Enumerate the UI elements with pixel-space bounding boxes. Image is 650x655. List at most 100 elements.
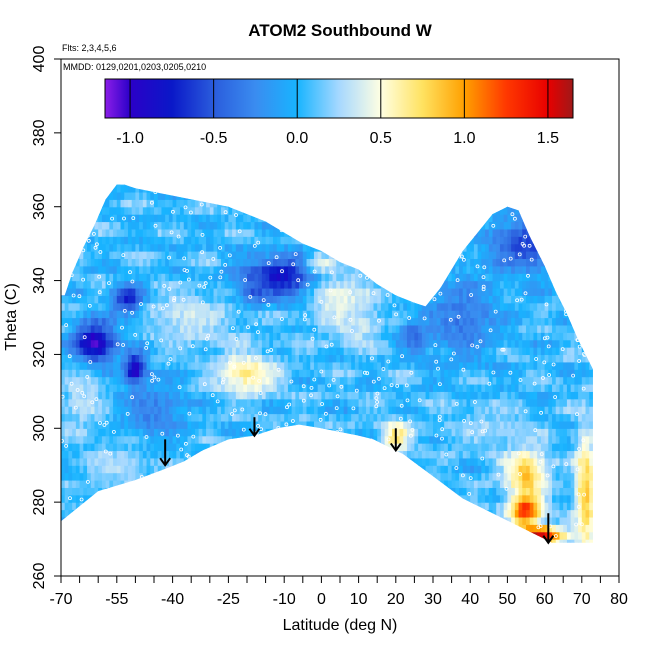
heatmap-cell [336,413,341,422]
heatmap-cell [142,354,148,363]
heatmap-cell [79,524,84,533]
heatmap-cell [194,391,200,400]
heatmap-cell [232,347,237,356]
heatmap-cell [395,531,401,540]
heatmap-cell [235,310,241,319]
heatmap-cell [139,280,144,289]
heatmap-cell [217,406,222,415]
heatmap-cell [247,546,251,554]
heatmap-cell [168,347,174,356]
heatmap-cell [299,265,304,274]
heatmap-cell [228,516,233,525]
heatmap-cell [224,221,229,230]
heatmap-cell [369,443,375,452]
heatmap-cell [362,420,367,429]
heatmap-cell [291,287,296,296]
heatmap-cell [273,413,278,422]
heatmap-cell [250,383,256,392]
heatmap-cell [228,443,233,452]
heatmap-cell [280,199,285,208]
heatmap-cell [340,199,345,208]
heatmap-cell [61,487,66,496]
heatmap-cell [414,184,419,193]
heatmap-cell [191,324,196,333]
heatmap-cell [310,287,315,296]
heatmap-cell [276,273,282,282]
heatmap-cell [213,184,218,193]
heatmap-cell [366,376,371,385]
heatmap-cell [139,479,144,488]
heatmap-cell [172,184,177,193]
heatmap-cell [299,546,303,554]
heatmap-cell [116,324,122,333]
heatmap-cell [247,406,252,415]
heatmap-cell [406,539,412,543]
heatmap-cell [142,347,148,356]
heatmap-cell [265,324,270,333]
heatmap-cell [287,236,293,245]
heatmap-cell [239,406,244,415]
heatmap-cell [224,214,229,223]
heatmap-cell [94,221,99,230]
heatmap-cell [161,516,166,525]
heatmap-cell [295,354,300,363]
heatmap-cell [113,214,118,223]
heatmap-cell [180,428,185,437]
heatmap-cell [131,383,136,392]
heatmap-cell [116,494,122,503]
heatmap-cell [392,206,397,215]
heatmap-cell [90,413,96,422]
heatmap-cell [406,383,412,392]
heatmap-cell [358,524,363,533]
heatmap-cell [247,184,252,193]
heatmap-cell [98,524,103,533]
heatmap-cell [61,184,66,186]
heatmap-cell [384,509,389,518]
heatmap-cell [399,531,404,540]
heatmap-cell [258,406,263,415]
heatmap-cell [295,184,300,186]
heatmap-cell [258,236,263,245]
heatmap-cell [94,184,99,186]
heatmap-cell [373,443,378,452]
heatmap-cell [369,494,375,503]
heatmap-cell [254,339,259,348]
heatmap-cell [384,228,389,237]
heatmap-cell [280,295,285,304]
heatmap-cell [395,317,401,326]
heatmap-cell [258,509,263,518]
heatmap-cell [187,243,192,252]
heatmap-cell [131,354,136,363]
heatmap-cell [351,206,356,215]
heatmap-cell [206,221,211,230]
heatmap-cell [206,332,211,341]
heatmap-cell [109,479,114,488]
heatmap-cell [243,265,248,274]
heatmap-cell [269,465,274,474]
heatmap-cell [213,443,218,452]
heatmap-cell [392,509,397,518]
heatmap-cell [403,221,408,230]
heatmap-cell [392,221,397,230]
heatmap-cell [369,191,375,200]
heatmap-cell [392,524,397,533]
heatmap-cell [392,361,397,370]
heatmap-cell [139,243,144,252]
heatmap-cell [213,332,218,341]
heatmap-cell [351,184,356,193]
heatmap-cell [120,228,125,237]
heatmap-cell [228,420,233,429]
heatmap-cell [310,339,315,348]
heatmap-cell [217,391,222,400]
heatmap-cell [191,206,196,215]
heatmap-cell [332,236,337,245]
heatmap-cell [362,184,367,186]
heatmap-cell [127,354,133,363]
heatmap-cell [347,206,352,215]
heatmap-cell [232,287,237,296]
heatmap-cell [116,258,122,267]
heatmap-cell [354,435,360,444]
heatmap-cell [403,516,408,525]
heatmap-cell [191,420,196,429]
heatmap-cell [277,546,281,554]
